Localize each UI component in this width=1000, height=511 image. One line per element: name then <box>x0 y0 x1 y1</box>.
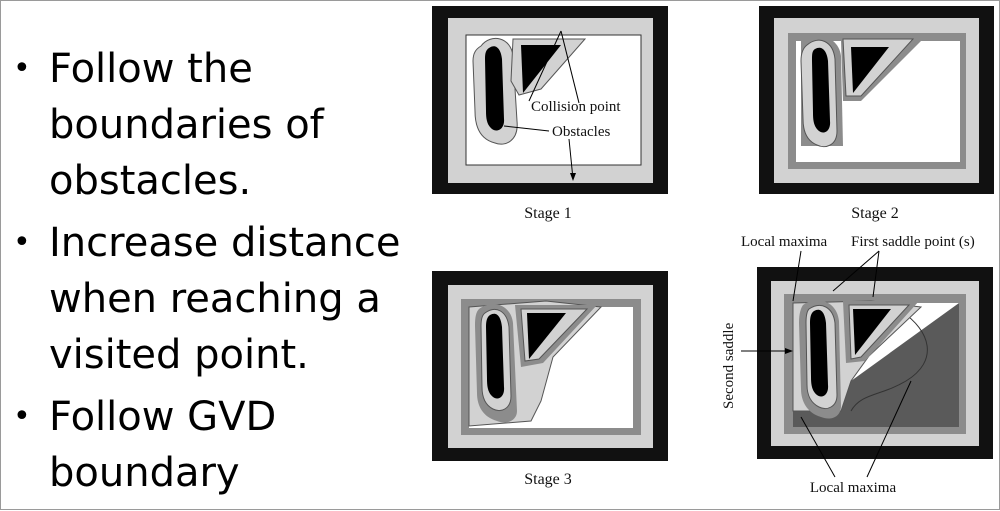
annotation-local-maxima-top: Local maxima <box>741 234 828 250</box>
annotation-local-maxima-bottom: Local maxima <box>810 480 897 496</box>
stage2-panel: Stage 2 <box>759 6 994 222</box>
annotation-second-saddle: Second saddle <box>721 322 737 409</box>
stage1-panel: Collision point Obstacles Stage 1 <box>432 6 668 222</box>
annotation-obstacles: Obstacles <box>552 124 610 140</box>
stage3-panel: Stage 3 <box>432 271 668 488</box>
caption-stage2: Stage 2 <box>851 205 899 222</box>
annotation-first-saddle: First saddle point (s) <box>851 234 975 250</box>
annotation-collision-point: Collision point <box>531 99 621 115</box>
stage4-panel: Local maxima First saddle point (s) Seco… <box>721 234 993 496</box>
caption-stage3: Stage 3 <box>524 471 572 488</box>
caption-stage1: Stage 1 <box>524 205 572 222</box>
